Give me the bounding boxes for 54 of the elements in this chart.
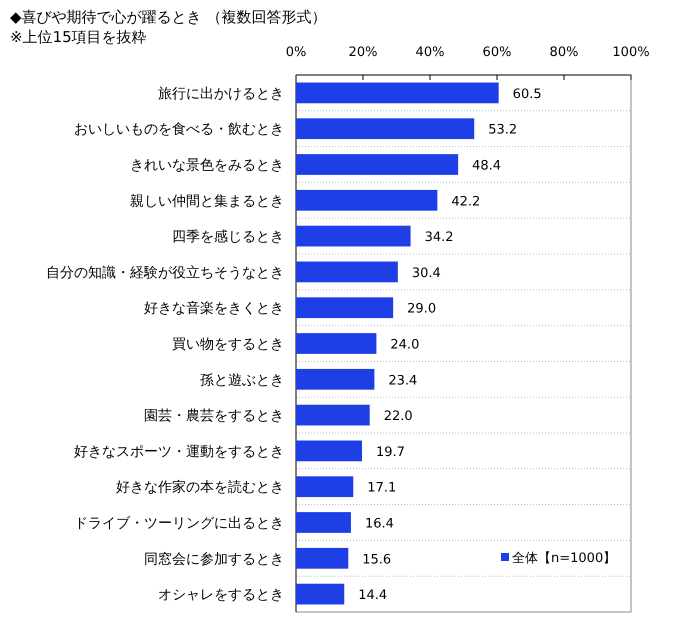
y-tick-label: 自分の知識・経験が役立ちそうなとき — [46, 264, 284, 281]
text: ※上位15項目を抜粋 — [10, 28, 147, 46]
data-label: 17.1 — [367, 480, 396, 496]
y-tick-label: 孫と遊ぶとき — [200, 372, 284, 388]
bar — [296, 476, 354, 498]
bar — [296, 368, 374, 390]
bar — [296, 82, 499, 104]
y-tick-label: おいしいものを食べる・飲むとき — [74, 122, 284, 138]
y-tick-label: 好きな音楽をきくとき — [144, 300, 284, 317]
x-tick-label: 0% — [286, 45, 306, 60]
bar — [296, 512, 351, 533]
bar — [296, 548, 348, 569]
data-label: 15.6 — [362, 552, 392, 568]
x-tick-label: 60% — [482, 45, 512, 60]
y-tick-label: 園芸・農芸をするとき — [144, 408, 284, 424]
bar — [296, 190, 438, 211]
legend-label: 全体【n=1000】 — [512, 551, 616, 566]
y-tick-label: 買い物をするとき — [172, 336, 284, 352]
data-label: 29.0 — [407, 302, 436, 317]
bar — [296, 440, 362, 462]
y-tick-label: オシャレをするとき — [158, 587, 284, 604]
x-tick-label: 20% — [348, 45, 378, 60]
bar — [296, 226, 411, 246]
x-tick-label: 80% — [550, 45, 578, 60]
bar — [296, 118, 474, 140]
bar — [296, 404, 370, 426]
bar — [296, 584, 344, 604]
x-tick-label: 40% — [416, 45, 444, 60]
bar — [296, 154, 458, 175]
y-tick-label: 好きなスポーツ・運動をするとき — [74, 444, 284, 460]
text: ◆喜びや期待で心が躍るとき （複数回答形式） — [10, 8, 326, 26]
x-tick-label: 100% — [612, 45, 650, 60]
y-tick-label: 親しい仲間と集まるとき — [130, 193, 284, 210]
data-label: 16.4 — [364, 516, 394, 532]
bar — [296, 333, 376, 354]
y-tick-label: ドライブ・ツーリングに出るとき — [74, 516, 284, 532]
data-label: 22.0 — [384, 409, 413, 424]
y-tick-label: 好きな作家の本を読むとき — [116, 480, 284, 496]
y-tick-label: 同窓会に参加するとき — [144, 551, 284, 568]
data-label: 24.0 — [390, 338, 420, 352]
data-label: 53.2 — [488, 122, 518, 138]
data-label: 42.2 — [451, 194, 480, 210]
data-label: 30.4 — [412, 266, 441, 281]
y-tick-label: 旅行に出かけるとき — [158, 86, 284, 102]
y-tick-label: 四季を感じるとき — [172, 229, 284, 246]
bar — [296, 262, 398, 282]
data-label: 19.7 — [376, 444, 405, 460]
y-tick-label: きれいな景色をみるとき — [130, 158, 284, 174]
data-label: 60.5 — [512, 86, 542, 102]
data-label: 14.4 — [358, 588, 388, 604]
data-label: 23.4 — [388, 373, 418, 388]
data-label: 34.2 — [424, 230, 454, 246]
data-label: 48.4 — [472, 158, 502, 174]
bar — [296, 297, 394, 318]
